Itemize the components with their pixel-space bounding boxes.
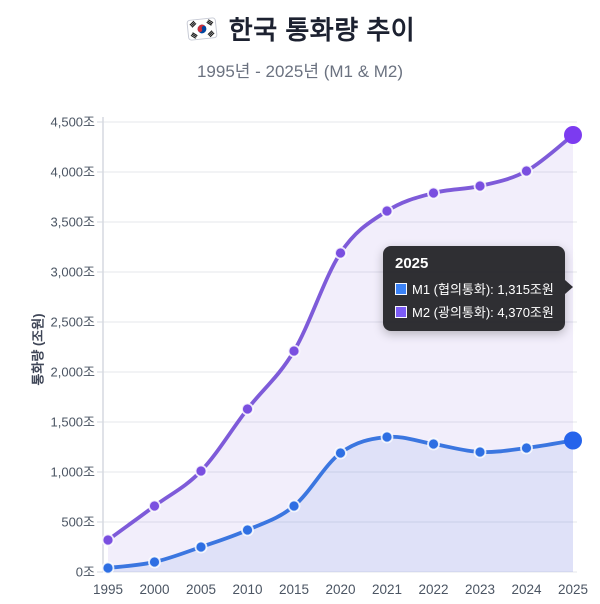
data-point-1-1995[interactable] <box>101 561 115 575</box>
x-tick-label: 2000 <box>139 582 169 597</box>
y-tick-label: 500조 <box>61 515 95 530</box>
series-area-1 <box>108 436 573 572</box>
data-point-0-2024[interactable] <box>520 164 533 178</box>
tooltip-m2-value: M2 (광의통화): 4,370조원 <box>412 305 554 320</box>
x-tick-label: 2025 <box>558 582 588 597</box>
y-tick-label: 1,000조 <box>51 465 96 480</box>
data-point-0-2025[interactable] <box>564 126 582 144</box>
x-tick-label: 2010 <box>232 582 262 597</box>
data-point-1-2005[interactable] <box>194 540 208 554</box>
series-area-0 <box>108 135 573 572</box>
korean-flag-icon <box>185 15 219 43</box>
tooltip-title: 2025 <box>395 255 429 272</box>
data-point-0-2020[interactable] <box>334 246 347 260</box>
y-tick-label: 0조 <box>76 565 95 580</box>
m1-swatch-icon <box>395 282 407 295</box>
data-point-0-2010[interactable] <box>241 402 254 416</box>
x-tick-label: 2005 <box>186 582 216 597</box>
data-point-0-2000[interactable] <box>148 499 161 513</box>
x-tick-label: 2022 <box>418 582 448 597</box>
data-point-1-2020[interactable] <box>334 446 347 460</box>
tooltip-caret-icon <box>565 280 573 294</box>
data-point-1-2010[interactable] <box>241 523 254 537</box>
data-point-1-2015[interactable] <box>287 499 301 513</box>
data-point-1-2025[interactable] <box>564 431 582 450</box>
data-point-1-2021[interactable] <box>380 430 394 444</box>
x-tick-label: 2024 <box>511 582 542 597</box>
data-point-0-2005[interactable] <box>194 464 208 478</box>
series-line-0 <box>106 133 575 542</box>
x-tick-label: 2023 <box>465 582 495 597</box>
data-point-1-2023[interactable] <box>473 445 487 459</box>
y-tick-label: 3,500조 <box>51 215 96 230</box>
m2-swatch-icon <box>395 305 407 318</box>
data-point-0-2022[interactable] <box>427 186 440 200</box>
data-point-1-2022[interactable] <box>427 437 440 451</box>
data-point-0-1995[interactable] <box>101 533 115 547</box>
data-point-0-2015[interactable] <box>287 344 301 358</box>
data-point-1-2000[interactable] <box>148 555 161 569</box>
x-tick-label: 2020 <box>325 582 355 597</box>
data-point-1-2024[interactable] <box>520 441 533 455</box>
chart-subtitle: 1995년 - 2025년 (M1 & M2) <box>196 62 404 81</box>
data-point-0-2021[interactable] <box>380 204 394 218</box>
y-tick-label: 2,500조 <box>51 315 96 330</box>
y-tick-label: 3,000조 <box>51 265 96 280</box>
tooltip-row-m1: M1 (협의통화): 1,315조원 <box>395 279 554 298</box>
tooltip: 2025 M1 (협의통화): 1,315조원 M2 (광의통화): 4,370… <box>383 246 573 331</box>
tooltip-m1-value: M1 (협의통화): 1,315조원 <box>412 282 554 297</box>
y-tick-label: 2,000조 <box>51 365 96 380</box>
data-point-0-2023[interactable] <box>473 179 487 193</box>
page-title: 한국 통화량 추이 <box>228 15 416 45</box>
y-tick-label: 4,000조 <box>51 165 96 180</box>
chart-header: 한국 통화량 추이 1995년 - 2025년 (M1 & M2) <box>0 10 600 82</box>
tooltip-row-m2: M2 (광의통화): 4,370조원 <box>395 302 554 321</box>
x-tick-label: 2021 <box>372 582 402 597</box>
y-tick-label: 4,500조 <box>51 115 96 130</box>
x-tick-label: 2015 <box>279 582 309 597</box>
x-tick-label: 1995 <box>93 582 123 597</box>
y-tick-label: 1,500조 <box>51 415 96 430</box>
